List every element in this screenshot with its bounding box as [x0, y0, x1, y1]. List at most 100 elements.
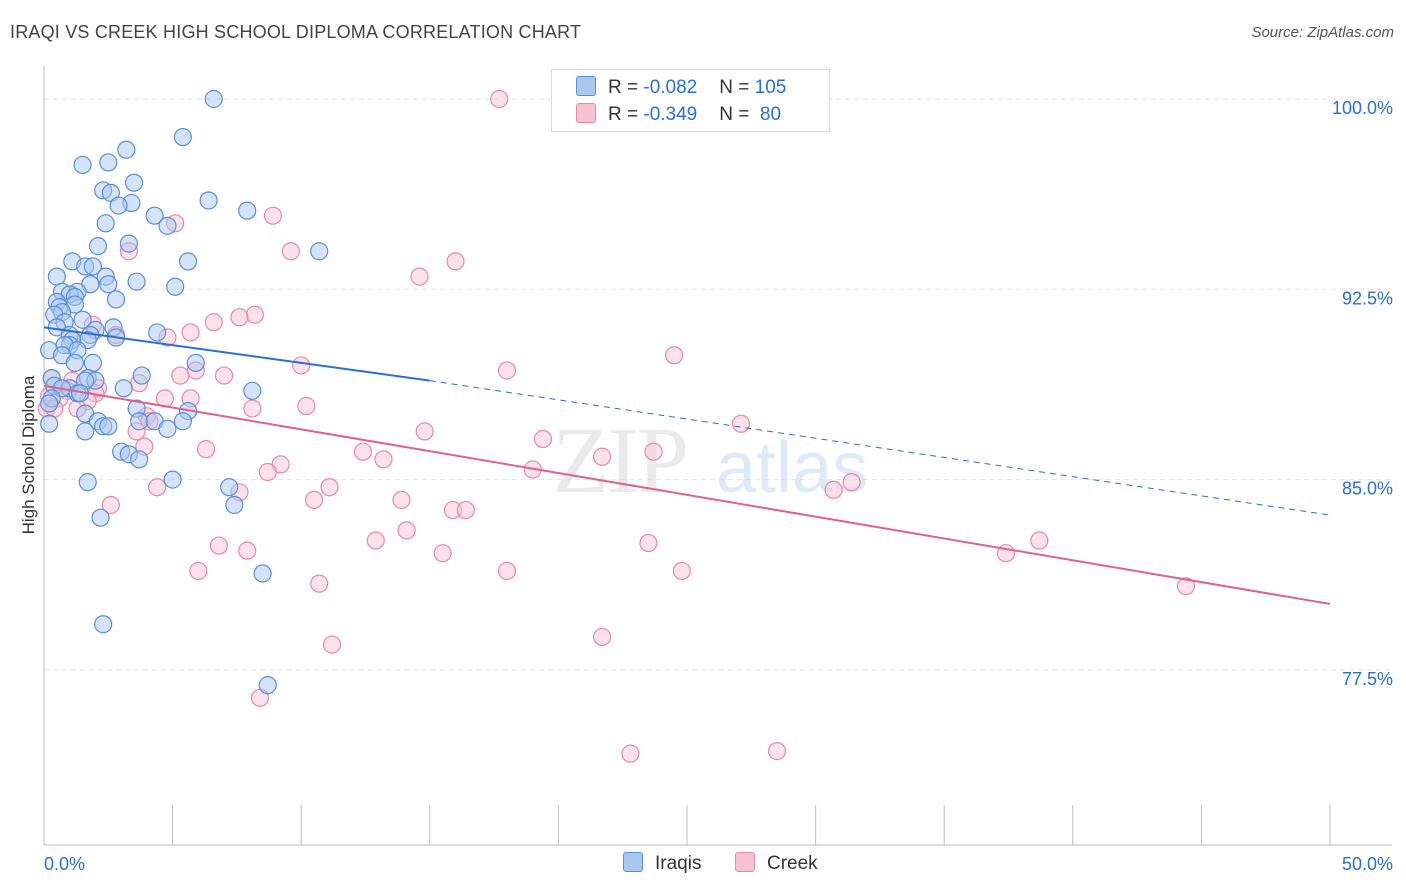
creek-point-58 — [392, 490, 411, 510]
creek-point-57 — [304, 490, 324, 510]
series-legend-creek[interactable]: Creek — [735, 852, 818, 875]
creek-point-20 — [214, 366, 234, 385]
iraqis-point-86 — [163, 470, 182, 489]
creek-point-72 — [672, 561, 691, 581]
legend-swatch-creek — [576, 103, 596, 123]
legend-n-label: N = — [719, 77, 755, 98]
creek-point-9 — [204, 313, 223, 332]
creek-point-63 — [366, 531, 385, 550]
iraqis-point-3 — [99, 153, 118, 172]
legend-n-label: N = — [719, 104, 755, 125]
iraqis-point-8 — [199, 191, 218, 210]
creek-point-41 — [415, 422, 434, 441]
creek-point-50 — [258, 462, 277, 482]
iraqis-point-32 — [106, 290, 126, 309]
iraqis-point-38 — [73, 310, 92, 329]
creek-point-73 — [310, 574, 329, 593]
creek-point-59 — [101, 495, 120, 515]
creek-point-64 — [639, 533, 658, 553]
iraqis-point-16 — [88, 237, 108, 256]
y-axis-label: High School Diploma — [19, 375, 38, 534]
iraqis-point-17 — [310, 242, 329, 261]
iraqis-point-55 — [83, 353, 102, 372]
iraqis-point-13 — [158, 216, 177, 235]
y-tick-label-3: 77.5% — [1342, 669, 1393, 689]
creek-point-65 — [1030, 531, 1049, 550]
creek-point-34 — [297, 396, 316, 416]
creek-point-2 — [263, 206, 283, 225]
watermark-atlas: atlas — [716, 428, 868, 508]
iraqis-point-93 — [258, 676, 277, 695]
creek-point-10 — [230, 308, 249, 327]
iraqis-point-82 — [76, 422, 95, 441]
creek-point-56 — [824, 480, 843, 499]
series-legend: Iraqis Creek — [0, 852, 1406, 878]
iraqis-point-81 — [99, 417, 118, 436]
creek-point-61 — [456, 500, 475, 520]
iraqis-point-54 — [186, 353, 205, 372]
iraqis-point-74 — [130, 412, 149, 431]
chart-title: IRAQI VS CREEK HIGH SCHOOL DIPLOMA CORRE… — [10, 22, 582, 42]
creek-point-62 — [397, 521, 416, 540]
iraqis-point-0 — [204, 89, 223, 109]
tick-labels: 100.0% 92.5% 85.0% 77.5% 0.0% 50.0% — [44, 98, 1393, 874]
creek-point-66 — [209, 536, 228, 555]
creek-point-76 — [322, 635, 342, 654]
creek-trend-line — [43, 384, 1331, 605]
iraqis-point-15 — [119, 234, 138, 253]
iraqis-point-21 — [83, 257, 102, 276]
watermark-zip: ZIP — [552, 409, 687, 513]
creek-point-75 — [593, 627, 612, 647]
creek-point-16 — [292, 356, 311, 375]
creek-point-0 — [490, 89, 509, 109]
iraqis-point-10 — [109, 196, 128, 215]
iraqis-point-89 — [225, 495, 244, 515]
creek-point-47 — [593, 447, 612, 466]
series-label-iraqis: Iraqis — [655, 853, 702, 874]
series-legend-iraqis[interactable]: Iraqis — [623, 852, 701, 875]
creek-point-44 — [196, 440, 216, 459]
y-tick-label-1: 92.5% — [1342, 288, 1393, 308]
iraqis-point-11 — [238, 201, 257, 220]
iraqis-point-91 — [253, 564, 272, 583]
series-label-creek: Creek — [767, 853, 818, 874]
creek-point-6 — [446, 252, 465, 271]
creek-point-5 — [281, 242, 301, 261]
iraqis-point-85 — [130, 450, 149, 469]
x-tick-label-1: 50.0% — [1342, 854, 1393, 874]
iraqis-point-78 — [40, 414, 59, 433]
iraqis-point-12 — [145, 206, 164, 225]
iraqis-point-87 — [78, 473, 97, 492]
iraqis-point-92 — [94, 615, 113, 634]
creek-point-8 — [245, 305, 265, 324]
iraqis-point-26 — [166, 277, 185, 296]
legend-r-value-iraqis: -0.082 — [643, 77, 698, 98]
iraqis-trend-line — [43, 326, 430, 382]
creek-point-52 — [148, 478, 167, 497]
iraqis-point-70 — [40, 394, 59, 413]
creek-point-45 — [353, 442, 373, 461]
creek-point-74 — [1176, 577, 1196, 596]
series-swatch-creek — [735, 852, 755, 872]
axes — [43, 66, 1392, 846]
iraqis-point-5 — [124, 173, 144, 192]
creek-point-71 — [497, 561, 517, 581]
creek-point-79 — [767, 742, 787, 761]
source-label: Source: ZipAtlas.com — [1251, 24, 1394, 41]
iraqis-point-88 — [220, 478, 239, 497]
creek-point-67 — [238, 541, 257, 560]
legend-r-label: R = — [608, 77, 644, 98]
legend-n-value-iraqis: 105 — [754, 77, 787, 98]
iraqis-point-2 — [117, 140, 136, 159]
iraqis-point-56 — [65, 353, 84, 372]
creek-point-18 — [497, 361, 517, 380]
iraqis-point-90 — [91, 508, 110, 527]
iraqis-point-27 — [99, 275, 118, 294]
x-tick-label-0: 0.0% — [44, 854, 85, 874]
iraqis-trend-line-extension — [429, 380, 1331, 516]
creek-point-15 — [665, 346, 684, 365]
iraqis-point-75 — [173, 412, 192, 431]
creek-point-55 — [842, 473, 861, 492]
creek-point-70 — [189, 561, 208, 581]
